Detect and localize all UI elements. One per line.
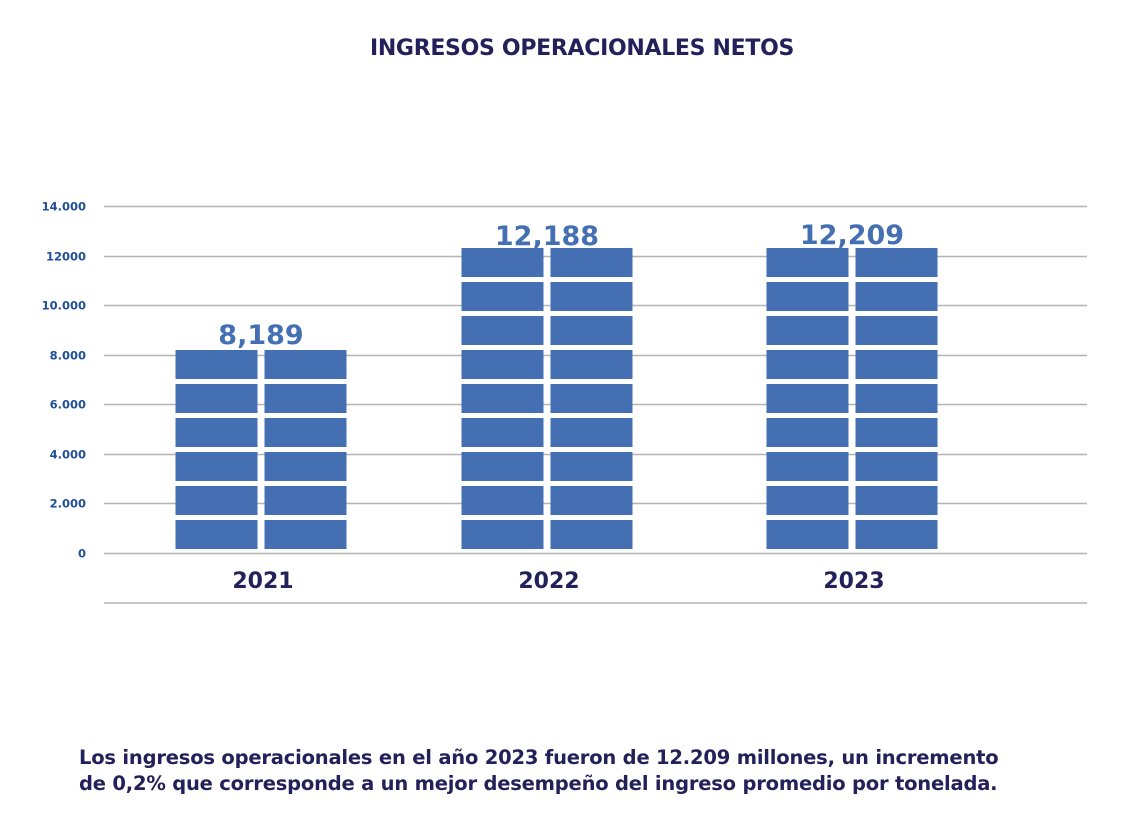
bar-block <box>175 452 258 481</box>
bar-block <box>264 452 347 481</box>
bar-block <box>461 452 544 481</box>
data-labels: 8,189 12,188 12,209 <box>218 220 904 351</box>
x-tick-label: 2022 <box>518 569 579 594</box>
bar-2023 <box>766 248 938 549</box>
bar-block <box>766 452 849 481</box>
bar-block <box>550 248 633 277</box>
bar-block <box>766 384 849 413</box>
bar-block <box>855 384 938 413</box>
bar-block <box>175 486 258 515</box>
bar-block <box>766 520 849 549</box>
bar-block <box>264 486 347 515</box>
bar-block <box>766 248 849 277</box>
bar-block <box>766 486 849 515</box>
bar-2022 <box>461 248 633 549</box>
bar-block <box>550 520 633 549</box>
bar-block <box>175 418 258 447</box>
y-tick-label: 2.000 <box>50 497 86 511</box>
bar-block <box>766 282 849 311</box>
bar-block <box>550 486 633 515</box>
bar-block <box>855 418 938 447</box>
bar-block <box>461 316 544 345</box>
bar-block <box>550 316 633 345</box>
bar-block <box>264 418 347 447</box>
bar-block <box>855 520 938 549</box>
y-tick-label: 14.000 <box>42 200 86 214</box>
bar-block <box>264 384 347 413</box>
bar-block <box>461 282 544 311</box>
bar-block <box>550 282 633 311</box>
bar-2021 <box>175 350 347 549</box>
footnote: Los ingresos operacionales en el año 202… <box>79 745 1079 797</box>
x-tick-label: 2021 <box>232 569 293 594</box>
bar-block <box>855 316 938 345</box>
bar-block <box>855 486 938 515</box>
y-tick-label: 8.000 <box>50 349 86 363</box>
x-axis-ticks: 2021 2022 2023 <box>232 569 884 594</box>
bar-block <box>264 520 347 549</box>
bar-block <box>175 350 258 379</box>
footnote-line-2: de 0,2% que corresponde a un mejor desem… <box>79 772 998 795</box>
bar-block <box>855 248 938 277</box>
bars <box>175 248 938 549</box>
y-tick-label: 10.000 <box>42 299 86 313</box>
y-tick-label: 12000 <box>46 250 86 264</box>
y-axis-ticks: 0 2.000 4.000 6.000 8.000 10.000 12000 14.000 <box>42 200 86 561</box>
y-tick-label: 4.000 <box>50 448 86 462</box>
bar-block <box>550 452 633 481</box>
bar-block <box>766 350 849 379</box>
bar-block <box>550 418 633 447</box>
bar-block <box>550 384 633 413</box>
bar-block <box>264 350 347 379</box>
bar-block <box>855 350 938 379</box>
data-label: 12,209 <box>800 220 904 251</box>
bar-block <box>461 384 544 413</box>
chart-title: INGRESOS OPERACIONALES NETOS <box>369 36 795 61</box>
bar-block <box>766 418 849 447</box>
bar-block <box>855 282 938 311</box>
x-tick-label: 2023 <box>823 569 884 594</box>
data-label: 12,188 <box>495 221 599 252</box>
y-tick-label: 6.000 <box>50 398 86 412</box>
bar-block <box>550 350 633 379</box>
bar-block <box>766 316 849 345</box>
bar-block <box>175 520 258 549</box>
footnote-line-1: Los ingresos operacionales en el año 202… <box>79 746 999 769</box>
bar-block <box>461 248 544 277</box>
data-label: 8,189 <box>218 320 303 351</box>
bar-block <box>461 486 544 515</box>
bar-block <box>461 418 544 447</box>
bar-block <box>461 350 544 379</box>
y-tick-label: 0 <box>78 547 86 561</box>
bar-block <box>461 520 544 549</box>
bar-block <box>855 452 938 481</box>
bar-block <box>175 384 258 413</box>
